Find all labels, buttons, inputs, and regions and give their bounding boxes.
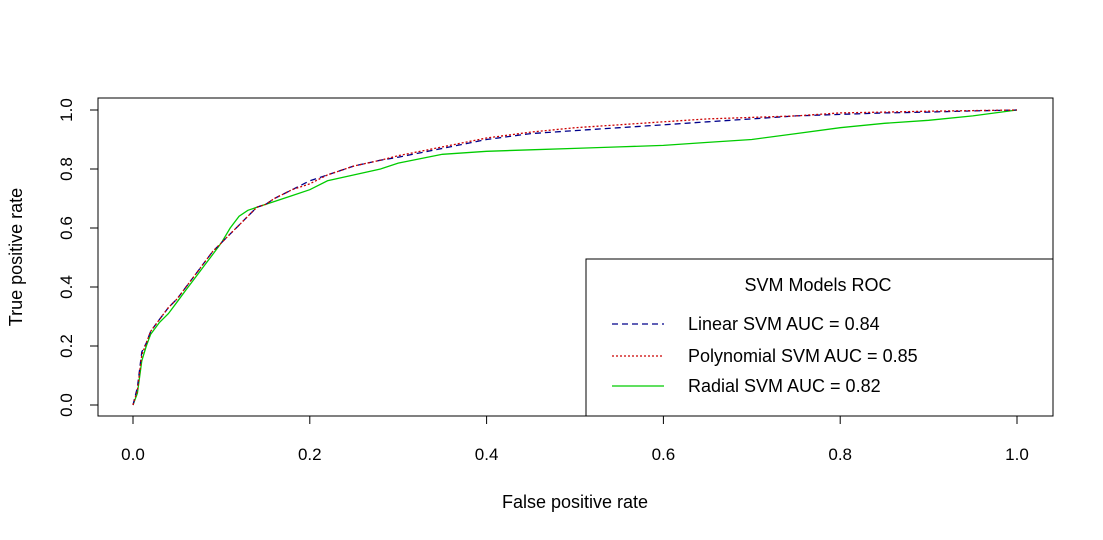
legend-label-1: Polynomial SVM AUC = 0.85 (688, 346, 918, 366)
y-tick-label: 1.0 (57, 98, 76, 122)
legend-title: SVM Models ROC (744, 275, 891, 295)
x-tick-label: 0.6 (652, 445, 676, 464)
y-tick-label: 0.0 (57, 393, 76, 417)
series-line-2 (132, 109, 1018, 406)
x-tick-label: 0.8 (828, 445, 852, 464)
legend: SVM Models ROC Linear SVM AUC = 0.84 Poly… (585, 258, 1054, 417)
series-line-1 (132, 109, 1018, 406)
legend-label-2: Radial SVM AUC = 0.82 (688, 376, 881, 396)
legend-items: Linear SVM AUC = 0.84 Polynomial SVM AUC … (612, 314, 918, 396)
y-tick-label: 0.4 (57, 275, 76, 299)
y-tick-label: 0.2 (57, 334, 76, 358)
x-tick-label: 1.0 (1005, 445, 1029, 464)
x-axis: 0.0 0.2 0.4 0.6 0.8 1.0 (121, 415, 1029, 464)
x-tick-label: 0.2 (298, 445, 322, 464)
x-tick-label: 0.4 (475, 445, 499, 464)
y-axis: 0.0 0.2 0.4 0.6 0.8 1.0 (57, 98, 99, 417)
x-tick-label: 0.0 (121, 445, 145, 464)
y-axis-title: True positive rate (6, 188, 26, 326)
y-tick-label: 0.6 (57, 216, 76, 240)
x-axis-title: False positive rate (502, 492, 648, 512)
series-layer (132, 109, 1018, 406)
y-tick-label: 0.8 (57, 157, 76, 181)
legend-label-0: Linear SVM AUC = 0.84 (688, 314, 880, 334)
legend-box (585, 258, 1054, 417)
